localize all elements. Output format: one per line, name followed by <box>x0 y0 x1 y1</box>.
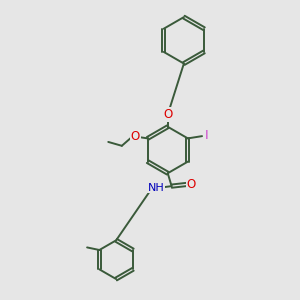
Text: O: O <box>187 178 196 191</box>
Text: I: I <box>204 129 208 142</box>
Text: O: O <box>131 130 140 143</box>
Text: O: O <box>163 108 172 121</box>
Text: NH: NH <box>148 183 164 193</box>
